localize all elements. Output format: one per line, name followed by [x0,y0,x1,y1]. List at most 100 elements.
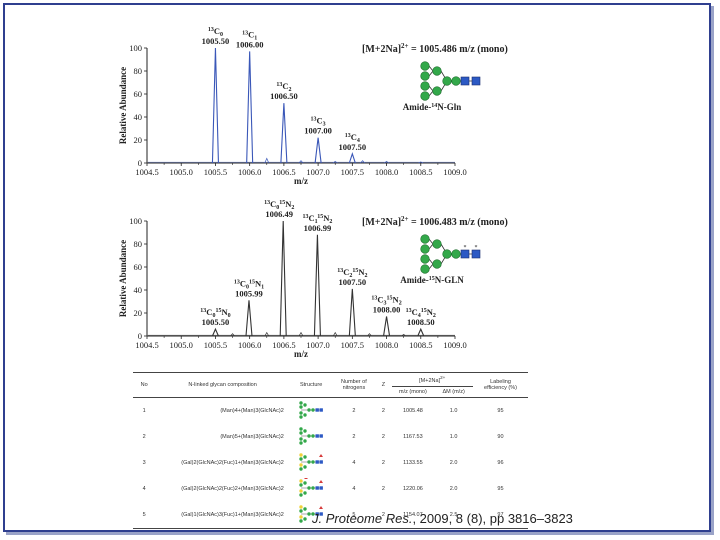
x-tick-label: 1008.0 [375,167,398,177]
glycan-structure-icon [420,61,481,101]
cell-delta-m: 1.0 [449,434,458,441]
glyph-residue [299,427,303,432]
header-structure: Structure [289,371,333,399]
glycan-glyph-svg [299,505,324,524]
cell-mz: 1005.48 [402,408,423,415]
spectrum-minor-peak [332,331,338,337]
ion-value: = 1006.483 m/z (mono) [409,217,508,228]
glyph-glcnac [319,434,324,439]
spectrum-minor-peak [384,160,389,164]
x-tick-label: 1005.5 [204,340,227,350]
spectrum-minor-peak [367,333,372,337]
glyph-residue [303,455,307,460]
spectrum-peak [211,327,219,337]
ion-label: [M+2Na] [362,217,401,228]
ion-annotation: [M+2Na]2+ = 1006.483 m/z (mono) [362,215,508,228]
glyph-residue [299,479,303,484]
glyph-residue [299,437,303,442]
x-tick-label: 1004.5 [135,340,158,350]
cell-z: 2 [381,434,385,441]
isotope-subscript: 0 [246,284,249,290]
glcnac-square [471,76,481,86]
mannose-circle [432,259,442,269]
x-tick-label: 1004.5 [135,167,158,177]
cell-nitrogens: 4 [352,486,356,493]
y-axis-label: Relative Abundance [118,240,128,317]
cell-mz: 1133.55 [403,460,423,467]
isotope-subscript: 4 [357,138,360,144]
isotope-superscript: 13 [276,82,282,88]
isotope-subscript: 2 [433,313,436,319]
glyph-glcnac [315,434,320,439]
isotope-superscript: 13 [337,268,343,274]
glyph-glcnac [319,408,324,413]
x-tick-label: 1005.0 [170,167,193,177]
mannose-circle [420,61,430,71]
glyph-residue [299,463,303,468]
ion-charge: 2+ [401,42,409,50]
cell-z: 2 [381,460,385,467]
glycan-name-suffix: N-Gln [437,102,461,112]
header-nitrogens: Number of nitrogens [332,371,376,399]
isotope-text: C [412,307,418,317]
glycan-name-prefix: Amide- [400,275,429,285]
header-composition: N-linked glycan composition [155,371,290,399]
y-tick-label: 40 [134,112,143,122]
glycan-name-prefix: Amide- [403,102,432,112]
mannose-circle [451,249,461,259]
glycan-name: Amide-15N-GLN [400,275,464,285]
peak-isotope-label: 13C4 [345,132,360,144]
glycan-structure-icon [298,427,324,448]
glycan-name-isotope: 15 [429,276,435,282]
cell-efficiency: 95 [497,486,504,493]
isotope-subscript: 0 [276,205,279,211]
cell-efficiency: 97 [472,502,528,530]
glycan-name-isotope: 14 [431,103,437,109]
cell-composition: (Gal)1(GlcNAc)3(Fuc)1+(Man)3(GlcNAc)2 [155,502,290,530]
x-tick-label: 1007.0 [306,340,329,350]
isotope-text: C [206,307,212,317]
cell-structure [289,502,333,530]
cell-z: 2 [381,408,385,415]
spectrum-peak [280,103,288,164]
peak-mass-label: 1006.50 [270,91,298,101]
glyph-residue [307,408,311,413]
isotope-subscript: 2 [349,273,352,279]
table-row: 2 (Man)5+(Man)3(GlcNAc)2 2 2 1167.53 1.0… [133,424,528,450]
spectrum-minor-peak [332,160,338,164]
spectrum-peak [211,47,219,164]
peak-mass-label: 1008.00 [373,304,401,314]
glyph-residue [303,481,307,486]
glcnac-square [471,249,481,259]
cell-composition: (Gal)2(GlcNAc)2(Fuc)2+(Man)3(GlcNAc)2 [181,486,284,493]
spectrum-peak [245,300,253,337]
peak-mass-label: 1006.49 [265,209,293,219]
isotope-subscript: 1 [315,219,318,225]
glycan-structure-icon [298,505,324,526]
glyph-residue [303,517,307,522]
spectrum-peak [348,288,356,337]
cell-delta-m: 2.0 [449,460,458,467]
mannose-circle [420,254,430,264]
cell-nitrogens: 2 [352,408,356,415]
cell-efficiency: 95 [497,408,504,415]
citation: J. Proteome Res., 2009, 8 (8), pp 3816–3… [312,511,573,526]
isotope-subscript: 0 [220,32,223,38]
cell-no: 5 [133,502,156,530]
peak-isotope-label: 13C015N2 [264,199,294,211]
peak-isotope-label: 13C1 [242,29,257,41]
label-star: * [475,245,478,251]
x-tick-label: 1009.0 [443,167,466,177]
mannose-circle [420,91,430,101]
isotope-superscript: 13 [371,295,377,301]
table-header-row: No N-linked glycan composition Structure… [133,371,528,399]
cell-nitrogens: 2 [352,434,356,441]
header-mna-charge: 2+ [440,375,446,380]
mannose-circle [432,66,442,76]
x-tick-label: 1006.5 [272,167,295,177]
glycan-glyph-svg [299,477,324,498]
isotope-text: C [240,278,246,288]
glyph-residue [303,439,307,444]
x-tick-label: 1008.0 [375,340,398,350]
